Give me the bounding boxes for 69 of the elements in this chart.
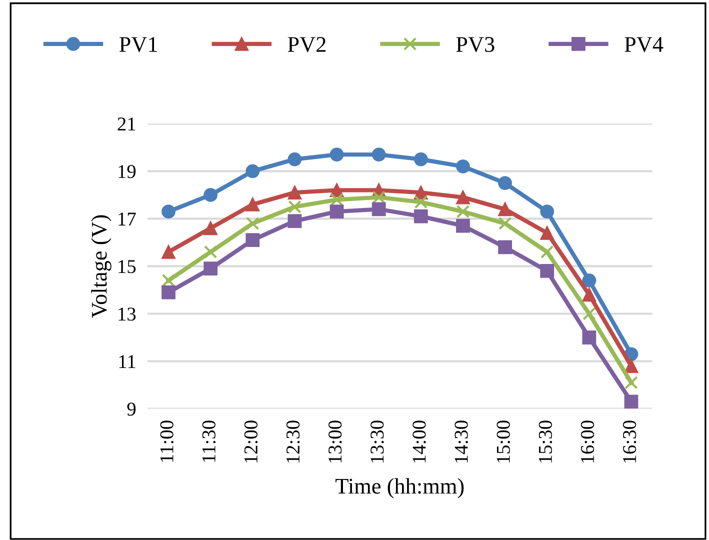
point xyxy=(582,307,596,320)
point xyxy=(372,190,386,204)
point xyxy=(330,204,344,219)
point xyxy=(624,394,638,409)
point xyxy=(540,226,554,240)
point xyxy=(162,285,176,300)
point xyxy=(498,240,512,254)
point xyxy=(246,198,260,212)
y-tick-label: 19 xyxy=(118,165,136,178)
point xyxy=(288,186,302,200)
legend-label: PV1 xyxy=(119,37,157,52)
point xyxy=(624,376,638,390)
point xyxy=(330,193,344,206)
x-tick-label: 12:30 xyxy=(286,420,300,462)
point xyxy=(456,218,470,233)
point xyxy=(624,359,638,373)
point xyxy=(372,202,386,216)
point xyxy=(582,288,596,302)
x-tick-label: 15:00 xyxy=(496,420,510,462)
point xyxy=(414,152,428,166)
point xyxy=(456,190,470,204)
point xyxy=(246,164,260,178)
x-tick-label: 13:00 xyxy=(328,420,342,462)
point xyxy=(204,262,218,276)
point xyxy=(456,204,470,218)
y-tick-label: 9 xyxy=(127,402,136,416)
point xyxy=(456,159,470,174)
point xyxy=(498,216,512,230)
point xyxy=(204,245,218,259)
point xyxy=(582,274,596,288)
point xyxy=(204,188,218,202)
x-tick-label: 14:30 xyxy=(454,420,468,462)
point xyxy=(540,204,554,219)
point xyxy=(414,209,428,224)
point xyxy=(288,152,302,166)
point xyxy=(288,200,302,214)
x-tick-label: 16:30 xyxy=(622,420,636,462)
point xyxy=(162,274,176,288)
point xyxy=(540,264,554,278)
point xyxy=(582,330,596,344)
y-axis-title: Voltage (V) xyxy=(91,215,112,318)
y-tick-label: 17 xyxy=(118,212,136,226)
point xyxy=(414,195,428,209)
point xyxy=(162,204,176,219)
point xyxy=(246,216,260,230)
point xyxy=(162,245,176,259)
legend-label: PV3 xyxy=(456,37,494,52)
x-tick-label: 11:00 xyxy=(160,420,174,462)
point xyxy=(288,214,302,228)
legend-label: PV4 xyxy=(624,37,664,52)
y-tick-label: 21 xyxy=(118,118,136,130)
point xyxy=(330,148,344,162)
point xyxy=(246,233,260,248)
x-axis-title: Time (hh:mm) xyxy=(336,478,464,498)
point xyxy=(204,221,218,236)
x-tick-label: 16:00 xyxy=(580,420,594,462)
point xyxy=(498,202,512,216)
point xyxy=(540,245,554,259)
y-tick-label: 11 xyxy=(119,355,136,368)
y-tick-label: 13 xyxy=(118,308,136,321)
x-tick-label: 13:30 xyxy=(370,420,384,462)
x-tick-label: 11:30 xyxy=(202,420,216,462)
y-tick-label: 15 xyxy=(118,260,136,274)
legend-label: PV2 xyxy=(288,37,326,52)
point xyxy=(498,176,512,190)
x-tick-label: 14:00 xyxy=(412,420,426,462)
x-tick-label: 12:00 xyxy=(244,420,258,462)
x-tick-label: 15:30 xyxy=(538,420,552,462)
point xyxy=(372,148,386,162)
